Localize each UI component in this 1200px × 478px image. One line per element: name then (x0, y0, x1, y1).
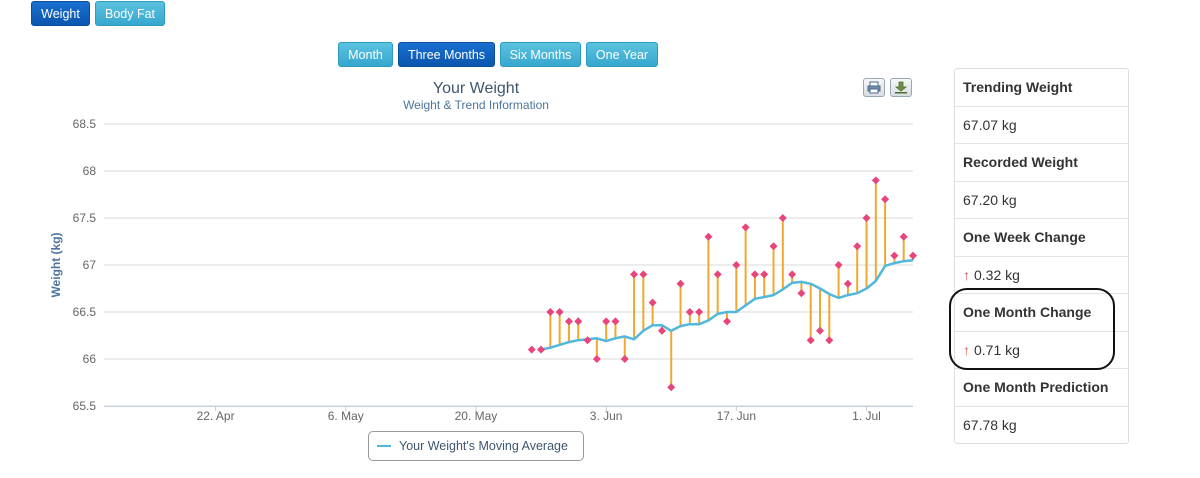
weight-point (871, 176, 880, 185)
weight-point (890, 251, 899, 260)
one-week-change-label: One Week Change (955, 219, 1128, 257)
y-tick-label: 66 (83, 352, 97, 366)
y-tick-label: 68 (83, 164, 97, 178)
trending-weight-value: 67.07 kg (955, 107, 1128, 144)
range-six-months-button[interactable]: Six Months (500, 42, 581, 67)
x-tick-label: 17. Jun (717, 409, 756, 423)
weight-point (527, 345, 536, 354)
stats-panel: Trending Weight 67.07 kg Recorded Weight… (954, 68, 1129, 444)
weight-point (825, 336, 834, 345)
chart-subtitle: Weight & Trend Information (403, 98, 549, 112)
one-month-change-label: One Month Change (955, 294, 1128, 332)
weight-point (611, 317, 620, 326)
weight-point (769, 242, 778, 251)
one-week-change-value: 0.32 kg (974, 266, 1020, 283)
weight-point (816, 326, 825, 335)
range-three-months-button[interactable]: Three Months (398, 42, 495, 67)
weight-point (648, 298, 657, 307)
weight-point (592, 355, 601, 363)
weight-point (788, 270, 797, 279)
weight-point (704, 232, 713, 241)
weight-point (834, 261, 843, 269)
weight-point (899, 232, 908, 241)
tab-weight[interactable]: Weight (31, 1, 90, 26)
trend-line (540, 259, 914, 351)
weight-point (778, 214, 787, 222)
chart-title: Your Weight (432, 80, 520, 97)
up-arrow-icon: ↑ (963, 266, 970, 283)
y-tick-label: 67 (83, 258, 97, 272)
one-week-change: ↑ 0.32 kg (955, 257, 1128, 294)
x-tick-label: 6. May (328, 409, 364, 423)
weight-point (564, 317, 573, 326)
weight-point (546, 308, 555, 316)
weight-point (667, 383, 676, 392)
y-tick-label: 65.5 (73, 399, 97, 413)
weight-point (583, 336, 592, 345)
weight-point (695, 308, 704, 316)
y-tick-label: 67.5 (73, 211, 97, 225)
weight-point (620, 355, 629, 363)
y-axis-title: Weight (kg) (49, 232, 63, 297)
y-tick-label: 66.5 (73, 305, 97, 319)
weight-point (806, 336, 815, 345)
weight-point (750, 270, 759, 279)
one-month-prediction-value: 67.78 kg (963, 417, 1017, 434)
weight-point (537, 345, 546, 354)
weight-point (602, 317, 611, 326)
recorded-weight-value: 67.20 kg (955, 182, 1128, 219)
recorded-weight-label: Recorded Weight (955, 144, 1128, 182)
weight-point (862, 214, 871, 222)
weight-point (760, 270, 769, 279)
weight-point (732, 261, 741, 269)
weight-point (843, 279, 852, 288)
chart-legend-item[interactable]: Your Weight's Moving Average (368, 431, 584, 461)
range-month-button[interactable]: Month (338, 42, 393, 67)
print-chart-button[interactable] (863, 78, 885, 97)
up-arrow-icon: ↑ (963, 341, 970, 358)
weight-point (713, 270, 722, 279)
weight-point (685, 308, 694, 316)
legend-line-marker (377, 445, 391, 447)
weight-point (639, 270, 648, 279)
weight-point (853, 242, 862, 251)
x-tick-label: 1. Jul (852, 409, 881, 423)
y-tick-label: 68.5 (73, 117, 97, 131)
weight-point (630, 270, 639, 279)
x-tick-label: 22. Apr (197, 409, 235, 423)
weight-chart: 65.5 66 66.5 67 67.5 68 68.5 22. Apr 6. May 20. M… (49, 117, 917, 423)
x-tick-label: 20. May (455, 409, 498, 423)
one-month-change-value: 0.71 kg (974, 341, 1020, 358)
download-icon (894, 81, 908, 94)
printer-icon (867, 81, 881, 94)
legend-label: Your Weight's Moving Average (399, 439, 568, 453)
one-month-prediction-label: One Month Prediction (955, 369, 1128, 407)
weight-point (657, 326, 666, 335)
weight-point (797, 289, 806, 298)
weight-point (881, 195, 890, 204)
weight-point (555, 308, 564, 316)
weight-point (909, 251, 917, 260)
trending-weight-label: Trending Weight (955, 69, 1128, 107)
weight-point (723, 317, 732, 326)
weight-point (741, 223, 750, 232)
range-one-year-button[interactable]: One Year (586, 42, 658, 67)
x-tick-label: 3. Jun (590, 409, 623, 423)
download-chart-button[interactable] (890, 78, 912, 97)
weight-point (676, 279, 685, 288)
tab-body-fat[interactable]: Body Fat (95, 1, 165, 26)
weight-point (574, 317, 583, 326)
one-month-change: ↑ 0.71 kg (955, 332, 1128, 369)
